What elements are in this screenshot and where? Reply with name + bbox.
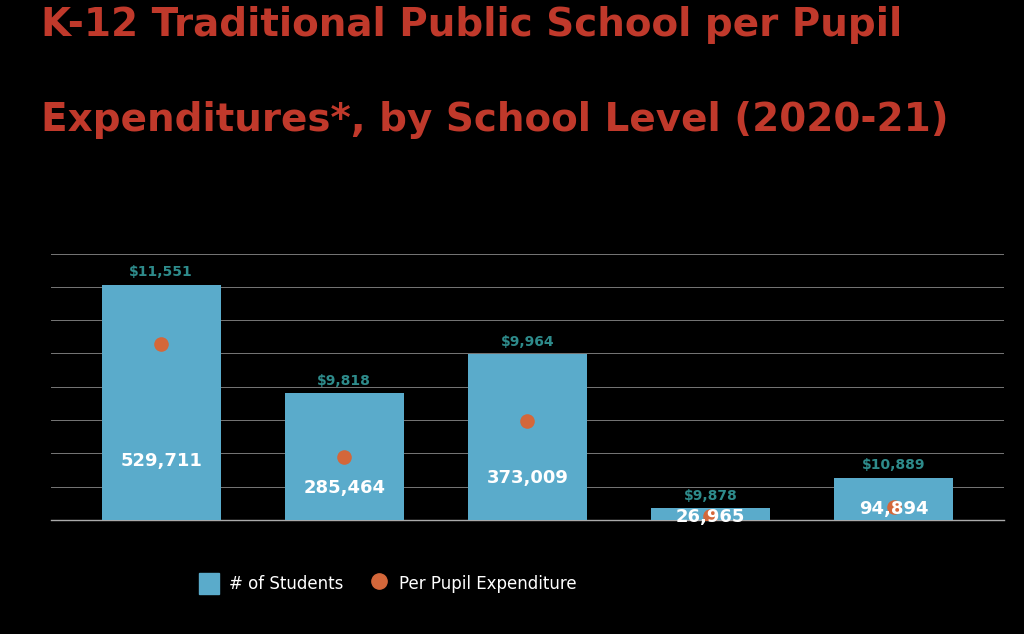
Bar [101, 285, 220, 520]
Bar [285, 393, 403, 520]
Point [519, 415, 536, 425]
Text: $9,818: $9,818 [317, 374, 371, 388]
Text: 285,464: 285,464 [303, 479, 385, 497]
Bar [468, 354, 587, 520]
Text: $11,551: $11,551 [129, 266, 193, 280]
Text: 26,965: 26,965 [676, 508, 745, 526]
Text: $9,878: $9,878 [684, 489, 737, 503]
Bar [651, 508, 770, 520]
Point [702, 511, 719, 521]
Text: K-12 Traditional Public School per Pupil: K-12 Traditional Public School per Pupil [41, 6, 902, 44]
Bar [835, 478, 953, 520]
Text: 373,009: 373,009 [486, 470, 568, 488]
Point [153, 339, 169, 349]
Text: 94,894: 94,894 [859, 500, 929, 519]
Point [336, 451, 352, 462]
Text: 529,711: 529,711 [120, 452, 202, 470]
Text: Expenditures*, by School Level (2020-21): Expenditures*, by School Level (2020-21) [41, 101, 948, 139]
Text: $10,889: $10,889 [862, 458, 926, 472]
Point [886, 502, 902, 512]
Text: $9,964: $9,964 [501, 335, 554, 349]
Legend: # of Students, Per Pupil Expenditure: # of Students, Per Pupil Expenditure [193, 567, 583, 600]
